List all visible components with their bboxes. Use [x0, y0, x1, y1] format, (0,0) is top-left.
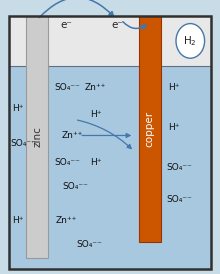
Text: H$_2$: H$_2$	[183, 34, 197, 48]
Text: Zn⁺⁺: Zn⁺⁺	[56, 216, 77, 225]
Text: H⁺: H⁺	[168, 123, 180, 132]
Text: e⁻: e⁻	[60, 20, 72, 30]
Text: Zn⁺⁺: Zn⁺⁺	[62, 131, 83, 140]
Text: Zn⁺⁺: Zn⁺⁺	[85, 83, 106, 92]
Text: copper: copper	[145, 111, 155, 147]
Text: H⁺: H⁺	[12, 216, 24, 225]
Text: H⁺: H⁺	[90, 110, 102, 119]
Bar	[26, 16, 48, 258]
Text: SO₄⁻⁻: SO₄⁻⁻	[54, 83, 80, 92]
Bar	[139, 16, 161, 242]
Bar	[9, 16, 211, 66]
Text: SO₄⁻⁻: SO₄⁻⁻	[10, 139, 36, 148]
Text: H⁺: H⁺	[168, 83, 180, 92]
Text: SO₄⁻⁻: SO₄⁻⁻	[166, 195, 192, 204]
Text: e⁻: e⁻	[112, 20, 124, 30]
Text: H⁺: H⁺	[90, 158, 102, 167]
Text: SO₄⁻⁻: SO₄⁻⁻	[166, 163, 192, 172]
Text: SO₄⁻⁻: SO₄⁻⁻	[63, 182, 89, 191]
Text: H⁺: H⁺	[12, 104, 24, 113]
Bar	[9, 66, 211, 269]
Text: SO₄⁻⁻: SO₄⁻⁻	[76, 240, 102, 249]
Circle shape	[176, 24, 205, 58]
Text: SO₄⁻⁻: SO₄⁻⁻	[54, 158, 80, 167]
Text: zinc: zinc	[32, 126, 42, 147]
